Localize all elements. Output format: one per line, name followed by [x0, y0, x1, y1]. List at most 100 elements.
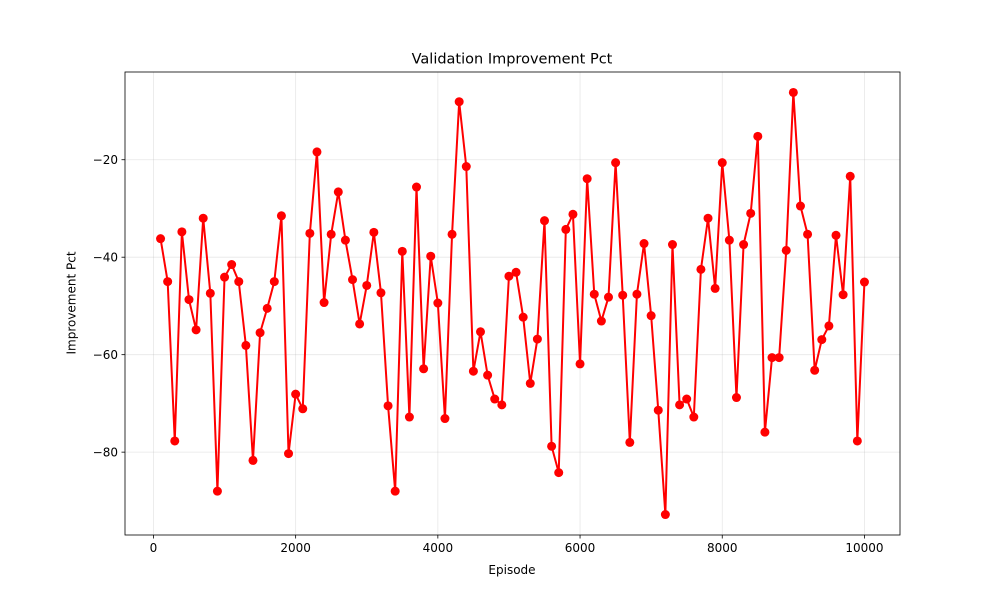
data-point — [220, 272, 230, 282]
data-point — [532, 334, 542, 344]
data-point — [255, 328, 265, 338]
data-point — [468, 366, 478, 376]
data-point — [838, 290, 848, 300]
data-point — [461, 162, 471, 172]
data-point — [284, 449, 294, 459]
data-point — [369, 227, 379, 237]
data-point — [767, 353, 777, 363]
x-tick-label: 10000 — [845, 541, 883, 555]
data-point — [305, 228, 315, 238]
data-point — [653, 405, 663, 415]
data-point — [717, 158, 727, 168]
data-point — [753, 131, 763, 141]
data-point — [511, 267, 521, 277]
data-point — [852, 436, 862, 446]
data-point — [326, 229, 336, 239]
data-point — [333, 187, 343, 197]
x-tick-label: 4000 — [423, 541, 454, 555]
y-tick-label: −40 — [93, 251, 118, 265]
data-point — [760, 427, 770, 437]
data-point — [589, 289, 599, 299]
data-point — [355, 319, 365, 329]
data-point — [739, 240, 749, 250]
data-point — [348, 275, 358, 285]
data-point — [440, 414, 450, 424]
data-point — [682, 394, 692, 404]
data-point — [412, 182, 422, 192]
data-point — [234, 277, 244, 287]
data-point — [795, 201, 805, 211]
data-point — [632, 289, 642, 299]
data-point — [433, 298, 443, 308]
data-point — [497, 400, 507, 410]
data-point — [675, 400, 685, 410]
data-point — [504, 271, 514, 281]
data-point — [803, 229, 813, 239]
data-point — [710, 283, 720, 293]
data-point — [319, 298, 329, 308]
data-point — [831, 230, 841, 240]
y-tick-label: −20 — [93, 153, 118, 167]
data-point — [291, 389, 301, 399]
x-axis-ticks: 0 2000 4000 6000 8000 10000 — [150, 535, 884, 555]
data-point — [376, 288, 386, 298]
data-point — [447, 229, 457, 239]
data-point — [383, 401, 393, 411]
x-tick-label: 2000 — [280, 541, 311, 555]
x-tick-label: 6000 — [565, 541, 596, 555]
data-point — [156, 234, 166, 244]
data-point — [312, 147, 322, 157]
data-point — [419, 364, 429, 374]
data-point — [817, 335, 827, 345]
data-point — [262, 303, 272, 313]
data-point — [746, 208, 756, 218]
data-point — [582, 174, 592, 184]
data-point — [490, 394, 500, 404]
data-point — [575, 359, 585, 369]
data-point — [241, 340, 251, 350]
x-tick-label: 0 — [150, 541, 158, 555]
data-point — [603, 292, 613, 302]
data-point — [426, 251, 436, 261]
y-tick-label: −60 — [93, 348, 118, 362]
data-point — [525, 378, 535, 388]
data-point — [163, 277, 173, 287]
data-point — [269, 277, 279, 287]
data-point — [404, 412, 414, 422]
data-point — [774, 353, 784, 363]
data-point — [212, 486, 222, 496]
x-axis-label: Episode — [488, 563, 535, 577]
data-point — [390, 486, 400, 496]
data-point — [568, 209, 578, 219]
data-point — [397, 246, 407, 256]
data-point — [810, 365, 820, 375]
data-point — [248, 455, 258, 465]
data-point — [625, 437, 635, 447]
data-point — [788, 87, 798, 97]
plot-area-frame — [124, 71, 901, 536]
data-point — [554, 468, 564, 478]
data-point — [731, 393, 741, 403]
data-point — [824, 321, 834, 331]
data-point — [340, 235, 350, 245]
data-point — [781, 245, 791, 255]
data-point — [362, 280, 372, 290]
data-point — [205, 288, 215, 298]
data-point — [198, 213, 208, 223]
data-point — [724, 235, 734, 245]
data-point — [667, 240, 677, 250]
data-point — [177, 227, 187, 237]
data-point — [611, 158, 621, 168]
y-tick-label: −80 — [93, 445, 118, 459]
series-layer — [156, 87, 869, 520]
data-point — [540, 216, 549, 226]
data-point — [547, 441, 557, 451]
y-axis-ticks: −80 −60 −40 −20 — [93, 153, 125, 459]
data-point — [660, 510, 670, 520]
chart-title: Validation Improvement Pct — [412, 52, 613, 68]
data-point — [703, 213, 713, 223]
data-point — [170, 436, 180, 446]
y-axis-label: Improvement Pct — [65, 251, 79, 354]
